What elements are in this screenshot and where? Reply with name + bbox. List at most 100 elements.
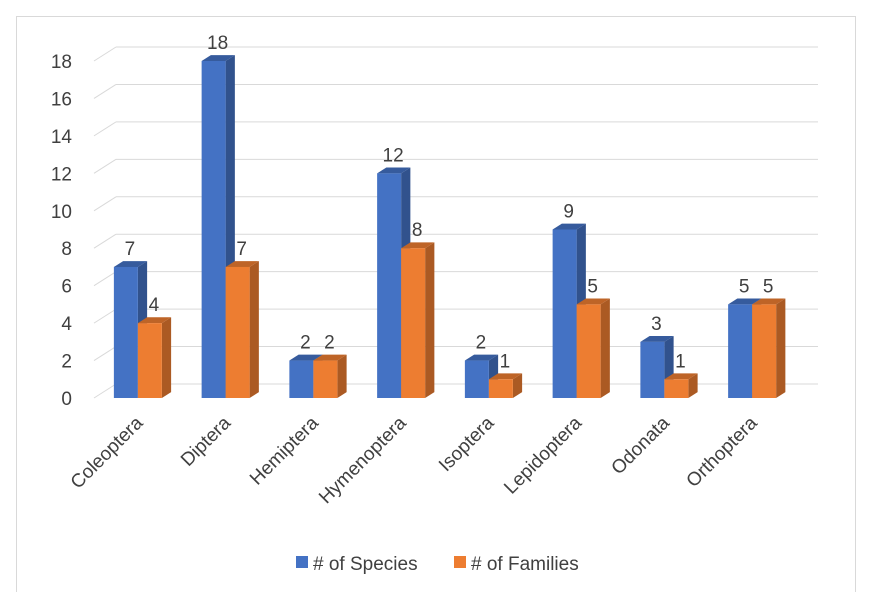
data-label: 2 <box>476 333 487 354</box>
category-label: Odonata <box>608 412 675 479</box>
data-label: 12 <box>383 145 404 166</box>
bar-top <box>377 167 411 174</box>
data-label: 7 <box>236 239 247 260</box>
bar-front <box>401 248 426 398</box>
y-tick-label: 4 <box>61 314 72 335</box>
gridline-depth <box>93 121 117 137</box>
bar-side <box>249 261 259 398</box>
bar-front <box>576 304 601 398</box>
chart-frame <box>16 16 856 592</box>
bar-front <box>313 360 338 398</box>
data-label: 7 <box>125 239 136 260</box>
bar-side <box>600 298 610 398</box>
bar-top <box>225 261 259 267</box>
bar-front <box>377 173 402 398</box>
y-tick-label: 16 <box>51 89 72 110</box>
bar <box>225 261 259 398</box>
y-tick-label: 0 <box>61 389 72 410</box>
legend-label: # of Species <box>313 554 418 575</box>
bar-top <box>289 354 323 361</box>
bar-top <box>464 354 499 361</box>
gridline-depth <box>93 383 117 399</box>
gridline-depth <box>93 196 117 212</box>
bar-top <box>576 298 610 305</box>
legend: # of Species # of Families <box>296 554 579 575</box>
bar <box>752 298 786 398</box>
bar-front <box>225 266 250 398</box>
gridline-depth <box>93 271 117 287</box>
bar-front <box>201 61 226 398</box>
data-label: 5 <box>739 276 750 297</box>
bar-front <box>640 341 665 398</box>
bar <box>313 354 347 398</box>
bar-front <box>552 229 577 398</box>
bar-top <box>728 298 762 305</box>
bar-side <box>776 298 786 398</box>
bar-front <box>137 323 162 398</box>
y-tick-label: 2 <box>61 352 72 373</box>
category-label: Diptera <box>177 412 235 470</box>
legend-swatch <box>454 556 466 568</box>
legend-item: # of Families <box>454 554 579 575</box>
legend-label: # of Families <box>471 554 579 575</box>
gridline-depth <box>93 346 117 361</box>
bar-front <box>289 360 314 398</box>
bar-side <box>688 373 698 398</box>
bar-top <box>313 354 347 361</box>
bar-top <box>488 373 523 380</box>
data-label: 5 <box>587 276 598 297</box>
y-tick-label: 12 <box>51 164 72 185</box>
bar <box>401 242 435 398</box>
y-axis-tick-labels: 0 2 4 6 8 10 12 14 16 18 <box>51 52 73 410</box>
category-label: Hymenoptera <box>315 412 411 508</box>
data-label: 5 <box>763 276 774 297</box>
data-label: 1 <box>500 351 511 372</box>
data-label: 2 <box>300 333 311 354</box>
y-tick-label: 8 <box>61 239 72 260</box>
bar-top <box>201 55 235 61</box>
category-label: Isoptera <box>435 412 499 476</box>
bar-top <box>401 242 435 249</box>
bar-top <box>664 373 698 380</box>
bar-top <box>113 261 148 267</box>
data-label: 2 <box>324 333 335 354</box>
data-label: 1 <box>675 351 686 372</box>
bar-front <box>113 266 138 398</box>
bar <box>664 373 698 398</box>
bar-side <box>512 373 523 398</box>
category-label: Hemiptera <box>246 412 323 489</box>
y-tick-label: 18 <box>51 52 72 73</box>
data-label: 8 <box>412 220 423 241</box>
category-label: Coleoptera <box>67 412 148 493</box>
bar <box>113 261 148 398</box>
bar-top <box>752 298 786 305</box>
category-label: Orthoptera <box>683 412 762 491</box>
y-tick-label: 14 <box>51 127 73 148</box>
data-label: 4 <box>149 295 160 316</box>
bars <box>113 55 786 399</box>
category-label: Lepidoptera <box>500 412 586 498</box>
bar-top <box>137 317 172 324</box>
bar-front <box>664 379 689 398</box>
data-label: 9 <box>563 202 574 223</box>
legend-swatch <box>296 556 308 568</box>
bar-side <box>425 242 435 398</box>
data-label: 3 <box>651 314 662 335</box>
bar-side <box>161 317 172 398</box>
bar-side <box>337 354 347 398</box>
gridline-depth <box>93 158 117 174</box>
bar <box>640 335 674 398</box>
bar-front <box>464 360 489 398</box>
bar-front <box>752 304 777 398</box>
gridline-depth <box>93 84 117 99</box>
bar <box>576 298 610 398</box>
gridline-depth <box>93 233 117 249</box>
data-label: 18 <box>207 33 228 54</box>
bar <box>488 373 523 398</box>
legend-item: # of Species <box>296 554 418 575</box>
gridline-depth <box>93 308 117 324</box>
bar-top <box>552 223 586 230</box>
